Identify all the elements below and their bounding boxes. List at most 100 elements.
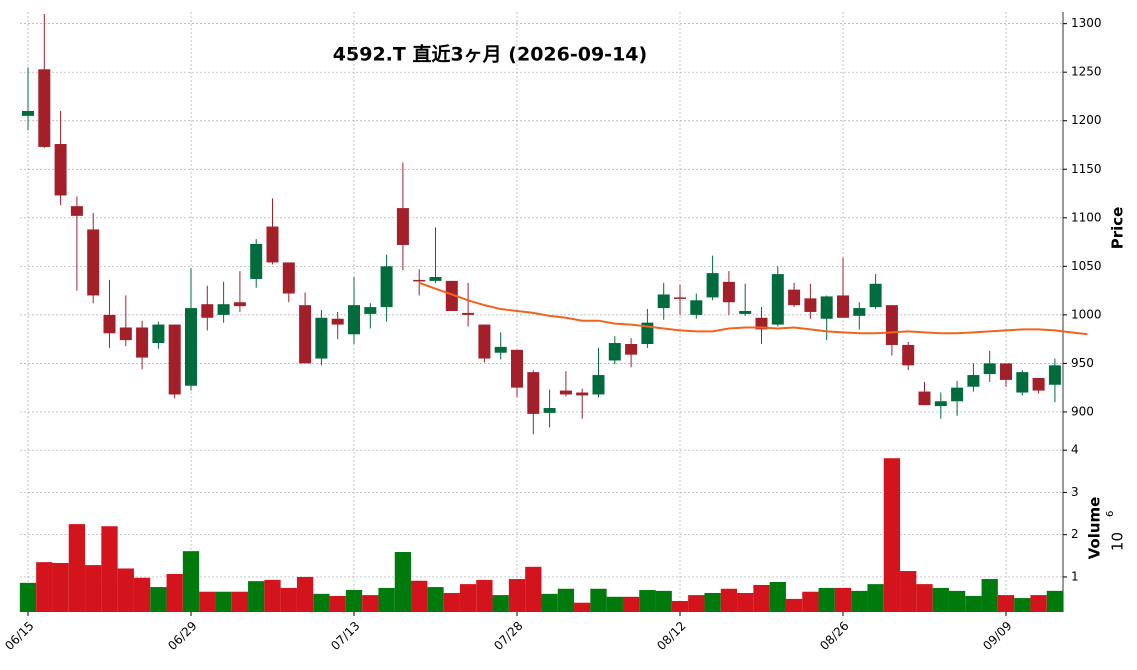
volume-bar [427,587,444,612]
volume-bar [655,590,672,612]
candle-body [641,322,654,344]
volume-bar [215,591,232,612]
candle-body [54,144,67,196]
candle-body [494,346,507,353]
y-tick-label: 1050 [1071,259,1102,273]
volume-bar [769,582,786,612]
candle-body [967,375,980,387]
volume-bar [557,588,575,612]
candle-body [592,375,605,395]
volume-bar [248,581,265,612]
candle-body [429,277,442,281]
candle-body [266,226,279,263]
candle-body [38,69,51,147]
candle-body [22,111,34,116]
volume-bar [720,588,738,612]
y-axis-label: Price [1109,207,1127,250]
volume-bar [590,588,607,612]
x-tick-label: 08/12 [654,619,688,653]
volume-bar [85,565,102,612]
volume-bar [1014,598,1031,612]
volume-bar [965,595,982,612]
volume-bar [329,595,346,612]
candle-body [413,279,426,282]
candle-body [983,363,996,375]
volume-bar [916,584,933,612]
candle-body [445,280,458,311]
candle-body [315,317,328,359]
candle-body [364,307,377,314]
candle-body [462,312,475,315]
y-tick-label: 1 [1071,569,1079,583]
candle-body [217,304,230,315]
candle-body [755,317,768,330]
volume-bar [785,598,803,612]
candle-body [771,274,784,325]
candle-body [380,266,393,308]
volume-bar [36,562,53,612]
volume-bar [834,587,852,612]
volume-multiplier: 10 [1109,532,1127,551]
x-tick-label: 09/09 [980,619,1014,653]
volume-bar [932,587,949,612]
volume-bar [981,579,998,612]
candle-body [511,349,523,388]
chart-title: 4592.T 直近3ヶ月 (2026-09-14) [333,43,647,66]
volume-bar [622,596,640,612]
volume-bar [1030,595,1047,612]
volume-bar [19,582,37,612]
volume-bar [394,552,412,612]
candle-body [576,392,589,396]
volume-bar [117,568,134,612]
volume-bar [574,602,591,612]
volume-bar [133,577,151,612]
volume-bar [443,592,460,612]
candle-body [282,262,295,294]
volume-bar [639,590,656,612]
volume-bar [166,573,183,612]
candle-body [543,408,556,413]
x-tick-label: 07/13 [328,619,362,653]
volume-bar [948,590,966,612]
volume-bar [818,587,835,612]
candle-body [233,302,246,307]
candle-body [185,308,197,386]
volume-bar [883,458,901,612]
y-tick-label: 3 [1071,485,1079,499]
candle-body [722,281,735,303]
volume-bar [704,592,721,612]
volume-bar [411,580,428,612]
candle-body [250,244,263,279]
volume-bar [378,587,395,612]
candle-body [1032,377,1045,391]
candle-body [820,296,833,319]
volume-bar [753,584,770,612]
candle-body [837,295,849,318]
y-tick-label: 1000 [1071,307,1102,321]
volume-bar [345,590,363,612]
candle-body [1000,363,1012,380]
candle-body [918,391,931,406]
volume-bar [264,579,281,612]
volume-bar [52,562,69,612]
y-tick-label: 950 [1071,356,1094,370]
y-tick-label: 2 [1071,527,1079,541]
candle-body [608,343,621,361]
y-tick-label: 900 [1071,404,1094,418]
volume-bar [671,601,689,612]
candle-body [853,308,866,316]
volume-bar [68,524,86,612]
volume-bar [492,595,509,612]
candle-body [690,300,703,315]
x-tick-label: 08/26 [817,619,851,653]
candle-body [119,327,132,341]
volume-bar [182,551,200,612]
candle-body [527,372,540,414]
y-tick-label: 1300 [1071,16,1102,30]
x-tick-label: 06/29 [165,619,199,653]
volume-bar [280,587,297,612]
candle-body [804,298,817,312]
candle-body [559,390,572,395]
candle-body [625,343,638,355]
